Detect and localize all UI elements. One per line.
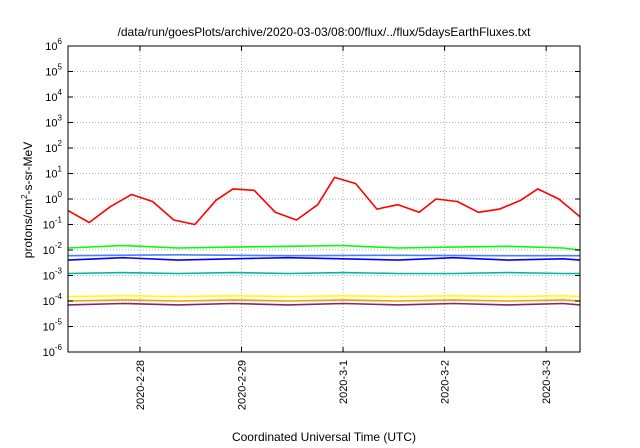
y-tick-label: 10-1	[43, 216, 63, 232]
series-line	[67, 256, 581, 261]
y-tick-label: 101	[45, 165, 62, 181]
y-tick-label: 10-6	[43, 343, 63, 359]
y-tick-label: 104	[45, 88, 62, 104]
y-tick-label: 103	[45, 114, 62, 130]
y-ticks: 10-6 10-5 10-4 10-3 10-2 10-1 100 101 102 103 104 1…	[43, 37, 580, 359]
y-tick-label: 10-2	[43, 241, 63, 257]
x-tick-label: 2020-2-28	[135, 360, 147, 410]
y-axis-label: protons/cm2-s-sr-MeV	[20, 142, 35, 258]
y-tick-label: 100	[45, 190, 62, 206]
series-line	[67, 294, 581, 298]
y-tick-label: 102	[45, 139, 62, 155]
chart-title: /data/run/goesPlots/archive/2020-03-03/0…	[118, 25, 532, 39]
series-line	[67, 176, 581, 226]
x-tick-label: 2020-3-1	[338, 360, 350, 404]
x-tick-label: 2020-2-29	[236, 360, 248, 410]
x-ticks: 2020-2-28 2020-2-29 2020-3-1 2020-3-2 2020-3…	[135, 46, 553, 410]
series-line	[67, 244, 581, 251]
x-tick-label: 2020-3-2	[440, 360, 452, 404]
series-line	[67, 271, 580, 275]
series-line	[67, 302, 581, 306]
y-tick-label: 10-4	[43, 292, 63, 308]
series-group	[67, 176, 581, 306]
x-tick-label: 2020-3-3	[541, 360, 553, 404]
series-line	[67, 299, 581, 302]
series-line	[67, 254, 580, 257]
x-axis-label: Coordinated Universal Time (UTC)	[232, 430, 416, 444]
y-tick-label: 105	[45, 63, 62, 79]
y-tick-label: 10-3	[43, 267, 63, 283]
y-tick-label: 106	[45, 37, 62, 53]
y-tick-label: 10-5	[43, 318, 63, 334]
